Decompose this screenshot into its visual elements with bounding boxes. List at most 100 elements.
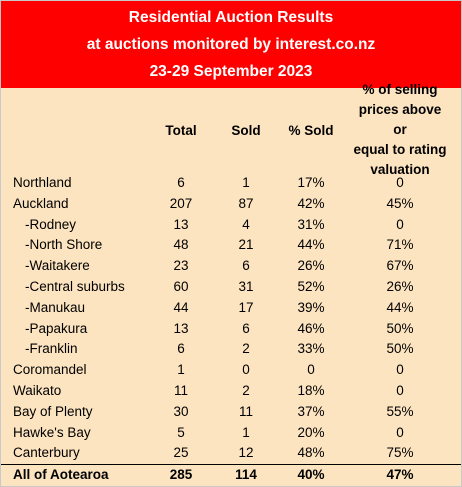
sold-cell: 6 [242, 258, 250, 274]
region-name: Northland [13, 175, 72, 190]
valuation-cell: 50% [386, 341, 414, 357]
region-name: -North Shore [25, 237, 103, 253]
valuation-header-line-3: equal to rating [353, 142, 447, 157]
table-row: Northland 6 1 17% 0 [1, 173, 461, 194]
sold-cell: 2 [242, 382, 250, 398]
table-body: Northland 6 1 17% 0 Auckland 207 87 42% 45% -Rodne… [1, 173, 461, 486]
table-row: -Waitakere 23 6 26% 67% [1, 256, 461, 277]
table-row: -Rodney 13 4 31% 0 [1, 215, 461, 236]
pct-sold-cell: 0 [307, 362, 315, 378]
pct-sold-cell: 18% [297, 382, 325, 398]
total-cell: 44 [173, 299, 189, 315]
total-cell: 25 [173, 445, 189, 461]
valuation-cell: 67% [386, 258, 414, 274]
region-name: Bay of Plenty [13, 403, 93, 419]
column-header-valuation: % of selling prices above or equal to ra… [351, 82, 449, 177]
title-line-2: at auctions monitored by interest.co.nz [86, 36, 376, 53]
valuation-cell: 0 [396, 216, 404, 232]
pct-sold-cell: 39% [297, 299, 325, 315]
valuation-header-line-1: % of selling [362, 82, 438, 97]
region-name: -Waitakere [25, 258, 90, 274]
column-headers: Total Sold % Sold % of selling prices ab… [1, 82, 461, 177]
title-line-1: Residential Auction Results [128, 9, 334, 26]
pct-sold-cell: 52% [297, 278, 325, 294]
sold-cell: 21 [238, 237, 254, 253]
total-cell: 5 [177, 424, 185, 440]
sold-cell: 12 [238, 445, 254, 461]
region-name: -Central suburbs [25, 278, 125, 294]
pct-sold-cell: 37% [297, 403, 325, 419]
total-cell: 6 [177, 175, 185, 190]
title-date-range: 23-29 September 2023 [149, 63, 313, 80]
table-row: -North Shore 48 21 44% 71% [1, 235, 461, 256]
valuation-cell: 44% [386, 299, 414, 315]
valuation-cell: 0 [396, 424, 404, 440]
total-cell: 13 [173, 320, 189, 336]
valuation-cell: 71% [386, 237, 414, 253]
valuation-cell: 0 [396, 175, 404, 190]
pct-sold-cell: 42% [297, 195, 325, 211]
region-name: Waikato [13, 382, 62, 398]
pct-sold-cell: 46% [297, 320, 325, 336]
total-cell: 48 [173, 237, 189, 253]
table-row: -Franklin 6 2 33% 50% [1, 339, 461, 360]
sold-cell: 1 [242, 175, 250, 190]
sold-cell: 17 [238, 299, 254, 315]
title-banner: Residential Auction Results at auctions … [1, 1, 461, 88]
valuation-cell: 75% [386, 445, 414, 461]
valuation-header-line-4: valuation [370, 162, 430, 177]
pct-sold-cell: 20% [297, 424, 325, 440]
table-row: Auckland 207 87 42% 45% [1, 194, 461, 215]
total-cell: 11 [173, 382, 188, 398]
pct-sold-cell: 44% [297, 237, 325, 253]
column-header-pct-sold: % Sold [288, 122, 334, 138]
total-cell: 207 [169, 195, 193, 211]
table-row: -Papakura 13 6 46% 50% [1, 319, 461, 340]
valuation-cell: 26% [386, 278, 414, 294]
pct-sold-cell: 33% [297, 341, 325, 357]
valuation-cell: 0 [396, 382, 404, 398]
total-cell: 13 [173, 216, 189, 232]
total-cell: 6 [177, 341, 185, 357]
total-cell: 1 [177, 362, 185, 378]
total-row-sold: 114 [235, 467, 257, 483]
pct-sold-cell: 17% [297, 175, 325, 190]
region-name: Canterbury [13, 445, 80, 461]
table-row: -Manukau 44 17 39% 44% [1, 298, 461, 319]
table-row: Hawke's Bay 5 1 20% 0 [1, 423, 461, 444]
column-header-sold: Sold [231, 122, 261, 138]
pct-sold-cell: 48% [297, 445, 325, 461]
table-row: Bay of Plenty 30 11 37% 55% [1, 402, 461, 423]
region-name: -Franklin [25, 341, 78, 357]
sold-cell: 87 [238, 195, 254, 211]
region-name: Coromandel [13, 362, 87, 378]
pct-sold-cell: 26% [297, 258, 325, 274]
sold-cell: 0 [242, 362, 250, 378]
total-cell: 30 [173, 403, 189, 419]
pct-sold-cell: 31% [297, 216, 325, 232]
region-name: -Manukau [25, 299, 86, 315]
valuation-cell: 50% [386, 320, 414, 336]
total-cell: 23 [173, 258, 189, 274]
total-cell: 60 [173, 278, 189, 294]
total-row-total: 285 [169, 467, 193, 483]
sold-cell: 11 [238, 403, 253, 419]
sold-cell: 1 [242, 424, 250, 440]
table-row: Coromandel 1 0 0 0 [1, 360, 461, 381]
valuation-cell: 45% [386, 195, 414, 211]
valuation-cell: 55% [386, 403, 414, 419]
valuation-cell: 0 [396, 362, 404, 378]
sold-cell: 6 [242, 320, 250, 336]
table-row: -Central suburbs 60 31 52% 26% [1, 277, 461, 298]
region-name: -Rodney [25, 216, 77, 232]
column-header-total: Total [165, 122, 197, 138]
sold-cell: 31 [238, 278, 254, 294]
region-name: Auckland [13, 195, 69, 211]
sold-cell: 2 [242, 341, 250, 357]
total-row-label: All of Aotearoa [13, 467, 109, 483]
table-row: Waikato 11 2 18% 0 [1, 381, 461, 402]
total-row-valuation: 47% [386, 467, 414, 483]
region-name: Hawke's Bay [13, 424, 91, 440]
total-row: All of Aotearoa 285 114 40% 47% [1, 464, 461, 486]
